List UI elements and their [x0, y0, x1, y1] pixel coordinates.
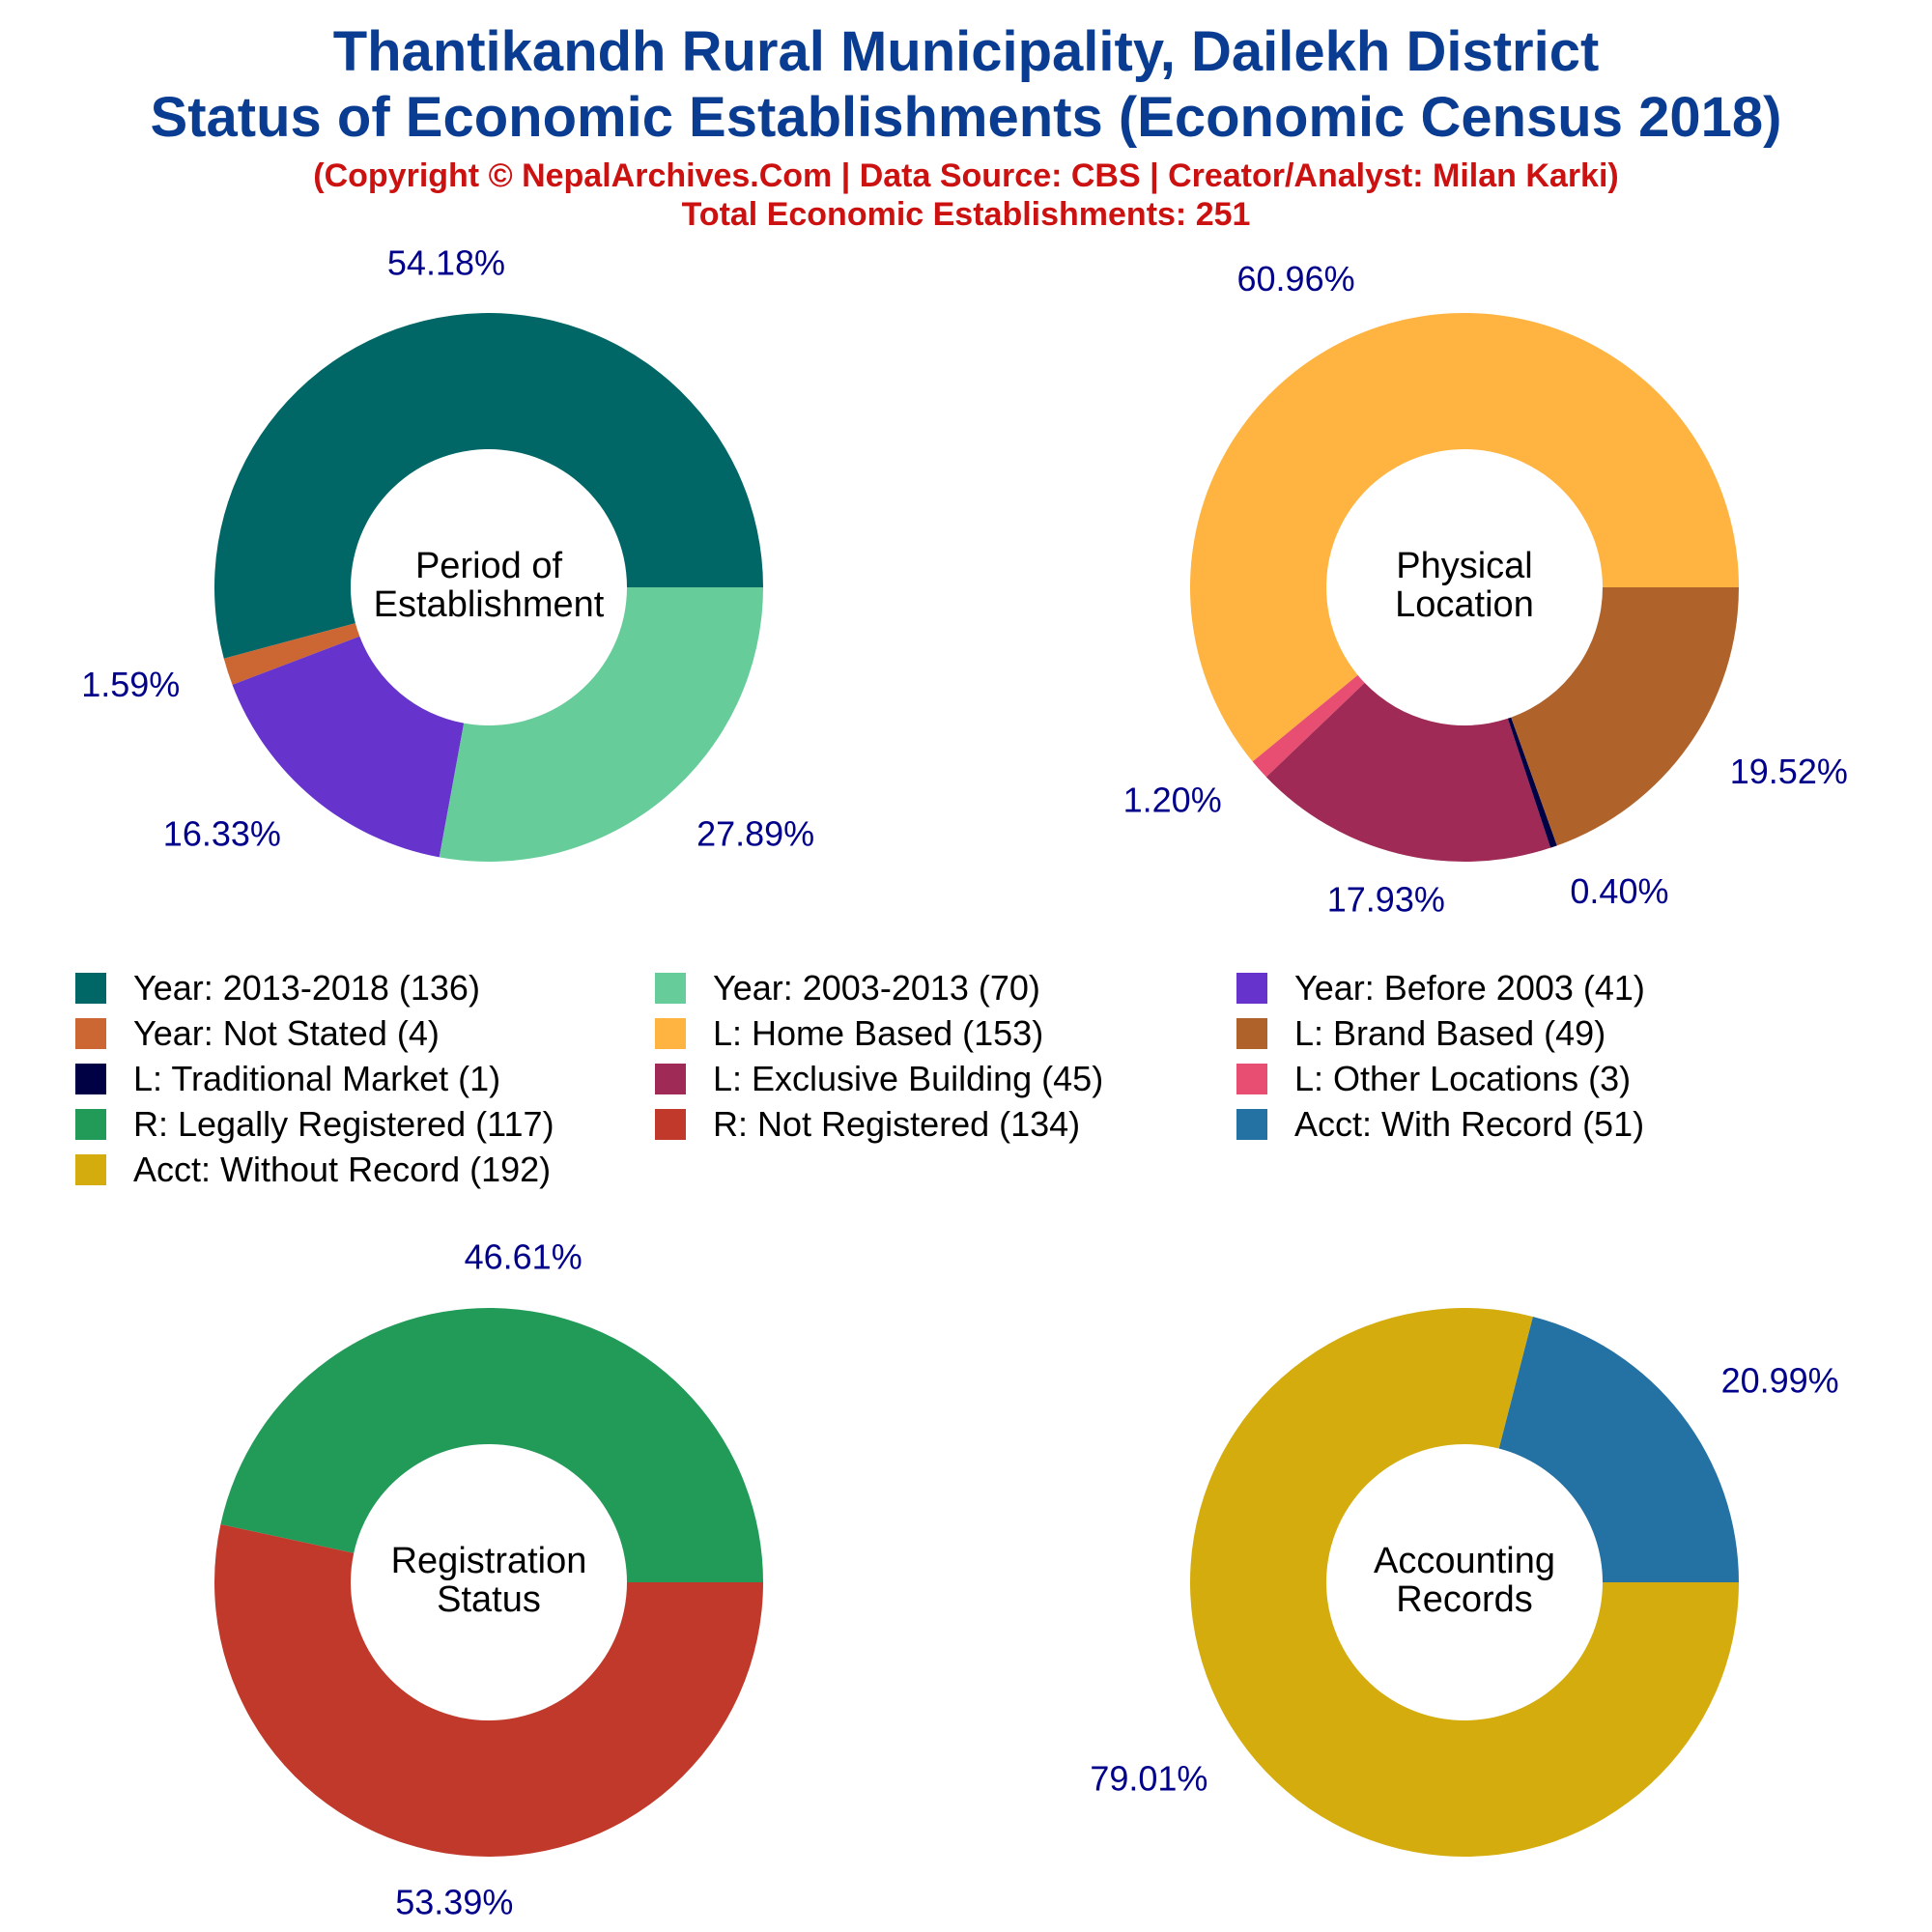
donut-slice-2-2 — [1252, 674, 1365, 778]
legend-item: L: Traditional Market (1) — [75, 1057, 500, 1101]
donut-slice-4-2 — [1190, 1308, 1739, 1857]
slice-percent-label-3-2: 53.39% — [395, 1883, 513, 1922]
legend-label: R: Legally Registered (117) — [133, 1104, 554, 1144]
legend-label: Year: Not Stated (4) — [133, 1013, 440, 1053]
legend-label: L: Home Based (153) — [713, 1013, 1044, 1053]
slice-percent-label-4-1: 20.99% — [1721, 1361, 1839, 1401]
legend-swatch — [655, 1064, 686, 1094]
legend-swatch — [75, 1154, 106, 1185]
legend-label: Year: Before 2003 (41) — [1294, 968, 1645, 1008]
legend-swatch — [1236, 973, 1267, 1004]
legend-label: L: Exclusive Building (45) — [713, 1059, 1104, 1098]
donut-slice-1-3 — [232, 636, 465, 858]
legend-swatch — [75, 1018, 106, 1049]
legend-item: L: Brand Based (49) — [1236, 1011, 1605, 1056]
legend-item: R: Not Registered (134) — [655, 1102, 1080, 1147]
legend-swatch — [1236, 1109, 1267, 1140]
legend-swatch — [655, 1109, 686, 1140]
legend-label: Year: 2003-2013 (70) — [713, 968, 1040, 1008]
donut-slice-2-5 — [1511, 587, 1739, 846]
slice-percent-label-3-1: 46.61% — [465, 1236, 582, 1276]
donut-slice-1-4 — [439, 587, 763, 862]
donut-slice-2-3 — [1265, 682, 1551, 862]
legend-item: R: Legally Registered (117) — [75, 1102, 554, 1147]
legend-swatch — [655, 1018, 686, 1049]
donut-center-label-3-line1: Registration — [391, 1541, 587, 1581]
slice-percent-label-2-2: 1.20% — [1123, 781, 1222, 820]
legend-item: L: Home Based (153) — [655, 1011, 1043, 1056]
legend-item: Acct: With Record (51) — [1236, 1102, 1644, 1147]
donut-slice-1-2 — [223, 623, 360, 685]
slice-percent-label-1-3: 16.33% — [163, 814, 281, 854]
slice-percent-label-4-2: 79.01% — [1090, 1758, 1208, 1798]
legend-item: L: Other Locations (3) — [1236, 1057, 1631, 1101]
legend-item: Year: Not Stated (4) — [75, 1011, 440, 1056]
donut-slice-3-2 — [214, 1524, 763, 1857]
donut-slice-1-1 — [213, 312, 763, 659]
legend-label: Acct: Without Record (192) — [133, 1150, 552, 1189]
chart-subtitle-total: Total Economic Establishments: 251 — [681, 196, 1251, 233]
slice-percent-label-2-5: 19.52% — [1730, 752, 1848, 791]
donut-center-label-1-line1: Period of — [415, 546, 563, 586]
legend-label: L: Brand Based (49) — [1294, 1013, 1606, 1053]
legend-swatch — [75, 1064, 106, 1094]
legend-swatch — [1236, 1018, 1267, 1049]
legend-swatch — [655, 973, 686, 1004]
donut-slice-2-1 — [1190, 312, 1739, 762]
slice-percent-label-1-4: 27.89% — [696, 814, 814, 854]
legend-item: Year: 2003-2013 (70) — [655, 966, 1040, 1010]
legend-item: L: Exclusive Building (45) — [655, 1057, 1103, 1101]
legend-swatch — [1236, 1064, 1267, 1094]
donut-slice-4-1 — [1498, 1316, 1739, 1582]
legend-label: L: Traditional Market (1) — [133, 1059, 501, 1098]
donut-center-label-4-line1: Accounting — [1374, 1541, 1555, 1581]
legend-item: Year: 2013-2018 (136) — [75, 966, 480, 1010]
donut-slice-3-1 — [220, 1308, 763, 1582]
legend-label: Acct: With Record (51) — [1294, 1104, 1645, 1144]
donut-center-label-4-line2: Records — [1396, 1579, 1533, 1620]
chart-title-line1: Thantikandh Rural Municipality, Dailekh … — [332, 20, 1600, 83]
slice-percent-label-1-1: 54.18% — [387, 242, 505, 282]
slice-percent-label-2-4: 0.40% — [1570, 871, 1668, 911]
legend-item: Acct: Without Record (192) — [75, 1148, 551, 1192]
chart-subtitle-copyright: (Copyright © NepalArchives.Com | Data So… — [313, 157, 1619, 194]
slice-percent-label-2-3: 17.93% — [1327, 880, 1445, 920]
donut-center-label-2-line1: Physical — [1396, 546, 1533, 586]
legend-label: R: Not Registered (134) — [713, 1104, 1081, 1144]
donut-chart-1: 54.18% 1.59% 16.33% 27.89% Period ofEstablis… — [81, 242, 814, 862]
donut-chart-2: 60.96% 1.20% 17.93% 0.40% 19.52% PhysicalLoca… — [1123, 259, 1848, 919]
legend-swatch — [75, 1109, 106, 1140]
slice-percent-label-2-1: 60.96% — [1237, 259, 1355, 298]
donut-slice-2-4 — [1507, 717, 1557, 848]
legend-swatch — [75, 973, 106, 1004]
donut-center-label-3-line2: Status — [437, 1579, 541, 1620]
legend-label: L: Other Locations (3) — [1294, 1059, 1632, 1098]
donut-center-label-2-line2: Location — [1395, 584, 1534, 625]
legend-item: Year: Before 2003 (41) — [1236, 966, 1645, 1010]
donut-center-label-1-line2: Establishment — [374, 584, 605, 625]
slice-percent-label-1-2: 1.59% — [81, 665, 180, 704]
chart-title-line2: Status of Economic Establishments (Econo… — [150, 86, 1782, 149]
legend-label: Year: 2013-2018 (136) — [133, 968, 480, 1008]
